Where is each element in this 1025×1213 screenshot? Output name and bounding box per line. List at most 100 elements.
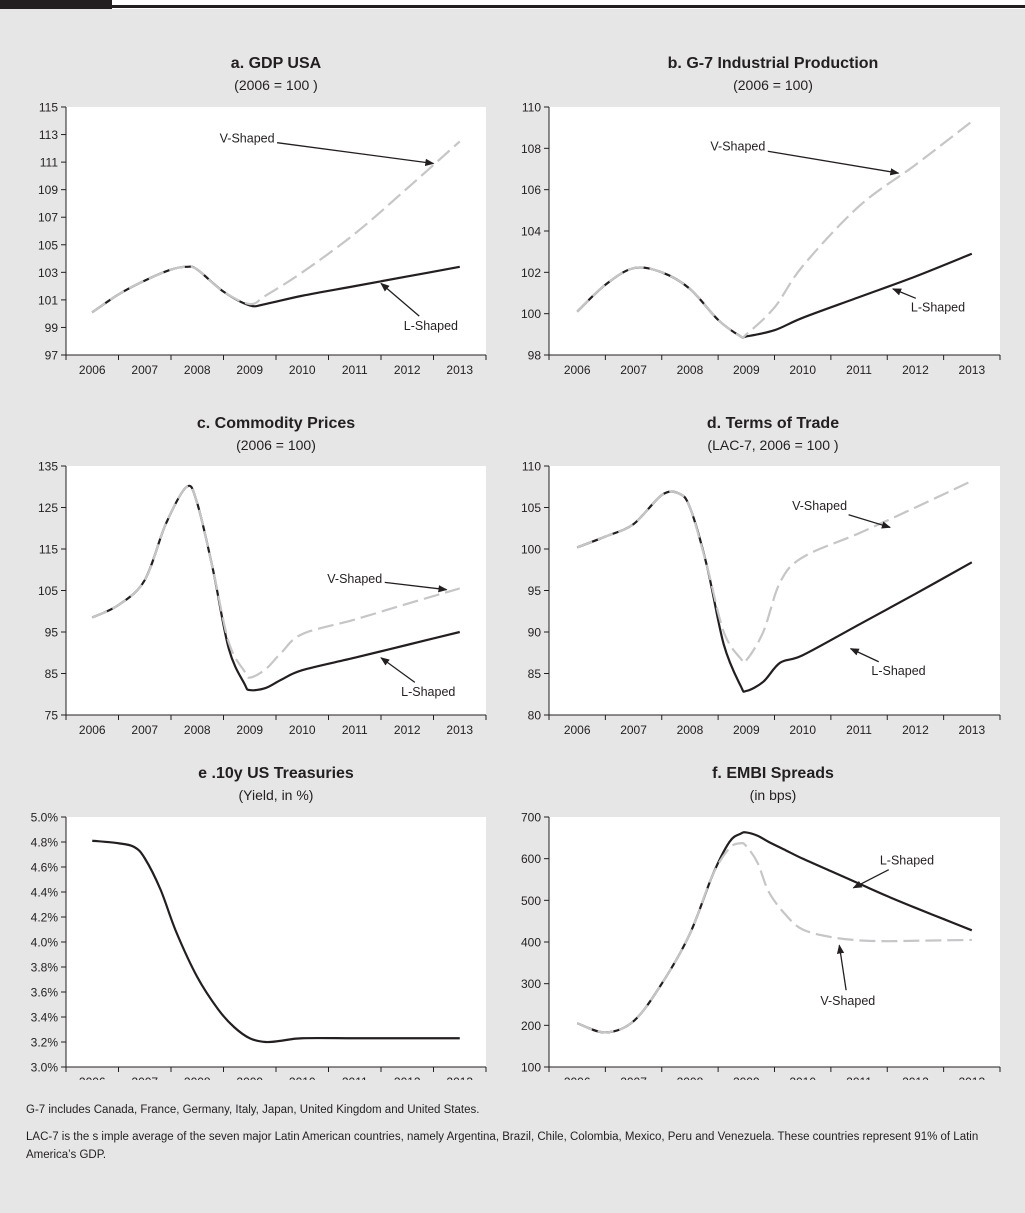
x-tick-label: 2009 [733,1075,760,1080]
x-tick-label: 2010 [789,1075,816,1080]
x-tick-label: 2010 [289,723,316,737]
y-tick-label: 85 [528,667,542,681]
chart-panel-6: f. EMBI Spreads (in bps) 100 200 300 400 500 60… [521,765,1001,1080]
chart-subtitle: (2006 = 100 ) [234,77,318,93]
annotation-arrow [384,581,448,593]
annotation-arrow [849,648,879,663]
plot-area [66,466,486,715]
plot-area [549,817,1000,1067]
y-tick-label: 108 [521,142,541,156]
footnote-lac7: LAC-7 is the s imple average of the seve… [26,1131,979,1161]
y-tick-label: 109 [38,183,58,197]
y-tick-label: 3.0% [31,1061,59,1075]
annotation-label: V-Shaped [820,994,875,1008]
y-tick-label: 115 [39,101,58,115]
y-tick-label: 106 [521,183,541,197]
y-tick-label: 95 [528,584,542,598]
y-tick-label: 101 [38,293,58,307]
y-tick-label: 105 [521,501,541,515]
chart-subtitle: (Yield, in %) [239,787,314,803]
x-tick-label: 2010 [789,723,816,737]
y-tick-label: 104 [521,225,541,239]
x-tick-label: 2012 [394,363,421,377]
y-tick-label: 4.2% [31,911,59,925]
y-tick-label: 90 [528,626,542,640]
x-tick-label: 2009 [236,363,263,377]
x-tick-label: 2008 [184,363,211,377]
x-tick-label: 2013 [958,1075,985,1080]
y-tick-label: 600 [521,852,541,866]
chart-title: a. GDP USA [231,55,322,72]
annotation-label: L-Shaped [401,685,455,699]
y-tick-label: 200 [521,1019,541,1033]
x-tick-label: 2006 [79,723,106,737]
y-tick-label: 5.0% [31,811,59,825]
plot-area [549,107,1000,355]
series-line-v-shaped [91,484,461,679]
y-tick-label: 103 [38,266,58,280]
x-tick-label: 2013 [446,1075,473,1080]
chart-subtitle: (in bps) [750,787,797,803]
header-rule [112,5,1025,8]
y-tick-label: 110 [522,460,541,474]
x-tick-label: 2013 [958,723,985,737]
annotation-label: L-Shaped [871,664,925,678]
annotation-label: V-Shaped [710,139,765,153]
y-tick-label: 107 [38,211,58,225]
annotation-arrow [380,657,416,683]
x-tick-label: 2007 [131,363,158,377]
annotation-arrow [848,514,891,529]
annotation-arrow [892,288,917,299]
x-tick-label: 2006 [79,1075,106,1080]
x-tick-label: 2008 [677,363,704,377]
annotation-label: V-Shaped [792,499,847,513]
y-tick-label: 400 [521,936,541,950]
chart-subtitle: (LAC-7, 2006 = 100 ) [707,437,838,453]
chart-subtitle: (2006 = 100) [236,437,316,453]
x-tick-label: 2012 [394,1075,421,1080]
chart-title: c. Commodity Prices [197,415,355,432]
x-tick-label: 2012 [902,1075,929,1080]
annotation-arrow [380,282,420,317]
y-tick-label: 700 [521,811,541,825]
x-tick-label: 2011 [342,1075,368,1080]
y-tick-label: 111 [40,156,59,170]
chart-subtitle: (2006 = 100) [733,77,813,93]
x-tick-label: 2008 [184,1075,211,1080]
plot-area [549,466,1000,715]
y-tick-label: 135 [38,460,58,474]
y-tick-label: 75 [45,709,59,723]
annotation-arrow [767,150,900,176]
y-tick-label: 100 [521,307,541,321]
y-tick-label: 99 [45,321,59,335]
x-tick-label: 2006 [79,363,106,377]
y-tick-label: 105 [38,238,58,252]
x-tick-label: 2007 [131,1075,158,1080]
y-tick-label: 102 [521,266,541,280]
y-tick-label: 300 [521,977,541,991]
chart-panel-3: c. Commodity Prices (2006 = 100) 75 85 95 105… [38,415,487,737]
y-tick-label: 500 [521,894,541,908]
chart-title: b. G-7 Industrial Production [668,55,879,72]
x-tick-label: 2008 [677,1075,704,1080]
y-tick-label: 80 [528,709,542,723]
chart-panel-5: e .10y US Treasuries (Yield, in %) 3.0% 3.2… [31,765,487,1080]
x-tick-label: 2010 [289,1075,316,1080]
chart-panel-2: b. G-7 Industrial Production (2006 = 100)… [521,55,1001,377]
chart-grid: a. GDP USA (2006 = 100 ) 97 99 101 103 105 107 1… [31,55,1001,1080]
footnote-g7: G-7 includes Canada, France, Germany, It… [26,1104,480,1116]
x-tick-label: 2013 [446,723,473,737]
chart-panel-4: d. Terms of Trade (LAC-7, 2006 = 100 ) 80 8… [521,415,1001,737]
x-tick-label: 2006 [564,363,591,377]
x-tick-label: 2012 [902,363,929,377]
x-tick-label: 2006 [564,723,591,737]
series-line-l-shaped [576,831,973,1034]
y-tick-label: 110 [522,101,541,115]
y-tick-label: 4.6% [31,861,59,875]
series-line-v-shaped [576,120,973,340]
x-tick-label: 2012 [394,723,421,737]
x-tick-label: 2011 [342,363,368,377]
x-tick-label: 2008 [184,723,211,737]
annotation-arrow [836,944,847,991]
y-tick-label: 3.2% [31,1036,59,1050]
